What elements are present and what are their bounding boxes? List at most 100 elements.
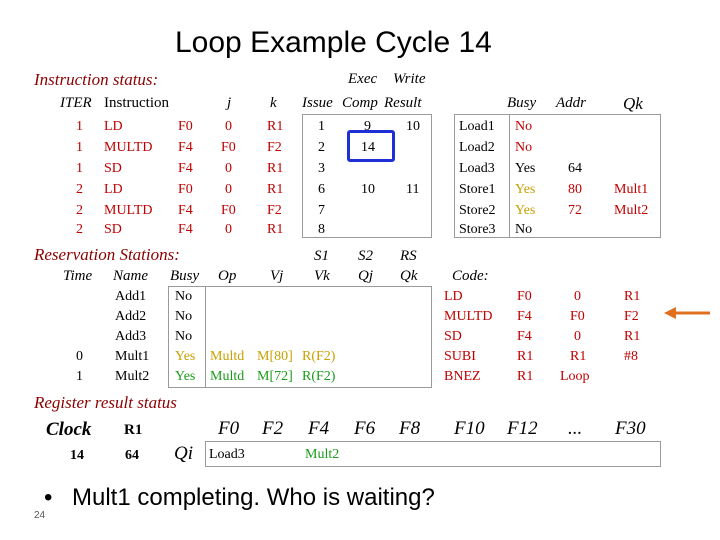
register-name: F30: [615, 418, 646, 439]
exec-header: Exec: [348, 71, 378, 87]
register-name: F8: [399, 418, 421, 439]
code-arg1: R1: [517, 369, 534, 384]
instr-issue: 2: [318, 140, 325, 155]
instr-reg: F0: [178, 119, 193, 134]
register-name: F4: [308, 418, 330, 439]
rs-busy: Yes: [175, 369, 196, 384]
rs-busy: No: [175, 309, 193, 324]
code-arg3: #8: [624, 349, 638, 364]
instr-j: 0: [225, 161, 232, 176]
load-store-divider: [509, 114, 510, 238]
clock-value: 14: [70, 448, 84, 463]
instr-issue: 3: [318, 161, 325, 176]
register-name: F12: [507, 418, 538, 439]
buffer-addr: 64: [568, 161, 582, 176]
rs-busy: No: [175, 329, 193, 344]
reservation-station-box: [168, 286, 432, 388]
register-name: F0: [218, 418, 240, 439]
buffer-name: Store1: [459, 182, 496, 197]
instr-issue: 1: [318, 119, 325, 134]
instr-iter: 2: [76, 182, 83, 197]
buffer-name: Load1: [459, 119, 495, 134]
code-header: Code:: [452, 268, 489, 284]
instr-k: R1: [267, 182, 284, 197]
rs-vk: M[72]: [257, 369, 293, 384]
buffer-busy: Yes: [515, 182, 536, 197]
bullet-marker: •: [44, 484, 53, 511]
instr-op: LD: [104, 182, 123, 197]
time-header: Time: [63, 268, 93, 284]
code-op: MULTD: [444, 309, 493, 324]
rs-name: Mult2: [115, 369, 150, 384]
instruction-status-heading: Instruction status:: [34, 70, 159, 89]
rs-header: RS: [400, 248, 417, 264]
instr-iter: 2: [76, 222, 83, 237]
code-arg3: F2: [624, 309, 639, 324]
instr-reg: F4: [178, 161, 193, 176]
rs-op: Multd: [210, 349, 245, 364]
code-arg2: R1: [570, 349, 587, 364]
instr-reg: F0: [178, 182, 193, 197]
instr-op: LD: [104, 119, 123, 134]
write-header: Write: [393, 71, 426, 87]
instr-reg: F4: [178, 140, 193, 155]
instr-k: R1: [267, 119, 284, 134]
code-op: SD: [444, 329, 462, 344]
instr-k: F2: [267, 203, 282, 218]
code-arg2: Loop: [560, 369, 590, 384]
instr-op: SD: [104, 161, 122, 176]
code-arg2: F0: [570, 309, 585, 324]
pointer-arrow-icon: [664, 307, 710, 319]
code-arg1: F4: [517, 309, 532, 324]
buffer-busy: Yes: [515, 203, 536, 218]
instr-result: 10: [406, 119, 420, 134]
code-arg1: F0: [517, 289, 532, 304]
buffer-name: Store3: [459, 222, 496, 237]
instr-comp: 10: [361, 182, 375, 197]
code-arg2: 0: [574, 289, 581, 304]
r1-value: 64: [125, 448, 139, 463]
register-qi: Mult2: [305, 447, 340, 462]
instr-issue: 6: [318, 182, 325, 197]
code-op: BNEZ: [444, 369, 481, 384]
result-header: Result: [384, 95, 422, 111]
rs-name: Add3: [115, 329, 147, 344]
instr-iter: 1: [76, 140, 83, 155]
rs-time: 1: [76, 369, 83, 384]
instr-j: 0: [225, 182, 232, 197]
buffer-addr: 72: [568, 203, 582, 218]
qj-header: Qj: [358, 268, 373, 284]
instr-iter: 1: [76, 119, 83, 134]
rs-name: Add1: [115, 289, 147, 304]
issue-header: Issue: [302, 95, 333, 111]
buffer-name: Load3: [459, 161, 495, 176]
s1-header: S1: [314, 248, 329, 264]
instr-comp: 9: [364, 119, 371, 134]
rs-vk: M[80]: [257, 349, 293, 364]
instr-j: 0: [225, 222, 232, 237]
buffer-busy: Yes: [515, 161, 536, 176]
rs-name: Add2: [115, 309, 147, 324]
rs-time: 0: [76, 349, 83, 364]
iter-header: ITER: [60, 95, 92, 111]
buffer-qk: Mult2: [614, 203, 649, 218]
instr-result: 11: [406, 182, 420, 197]
register-name: ...: [568, 418, 583, 439]
instr-j: F0: [221, 203, 236, 218]
buffer-name: Store2: [459, 203, 496, 218]
op-header: Op: [218, 268, 237, 284]
name-header: Name: [113, 268, 148, 284]
buffer-name: Load2: [459, 140, 495, 155]
code-op: SUBI: [444, 349, 476, 364]
addr-header: Addr: [556, 95, 586, 111]
instr-issue: 7: [318, 203, 325, 218]
code-arg3: R1: [624, 329, 641, 344]
instruction-header: Instruction: [104, 95, 169, 111]
register-status-box: [205, 441, 661, 467]
qk-rs-header: Qk: [400, 268, 418, 284]
rs-divider: [205, 286, 206, 388]
register-qi: Load3: [209, 447, 245, 462]
qk-header: Qk: [623, 94, 643, 113]
instr-op: MULTD: [104, 203, 153, 218]
bullet-text: Mult1 completing. Who is waiting?: [72, 484, 435, 511]
